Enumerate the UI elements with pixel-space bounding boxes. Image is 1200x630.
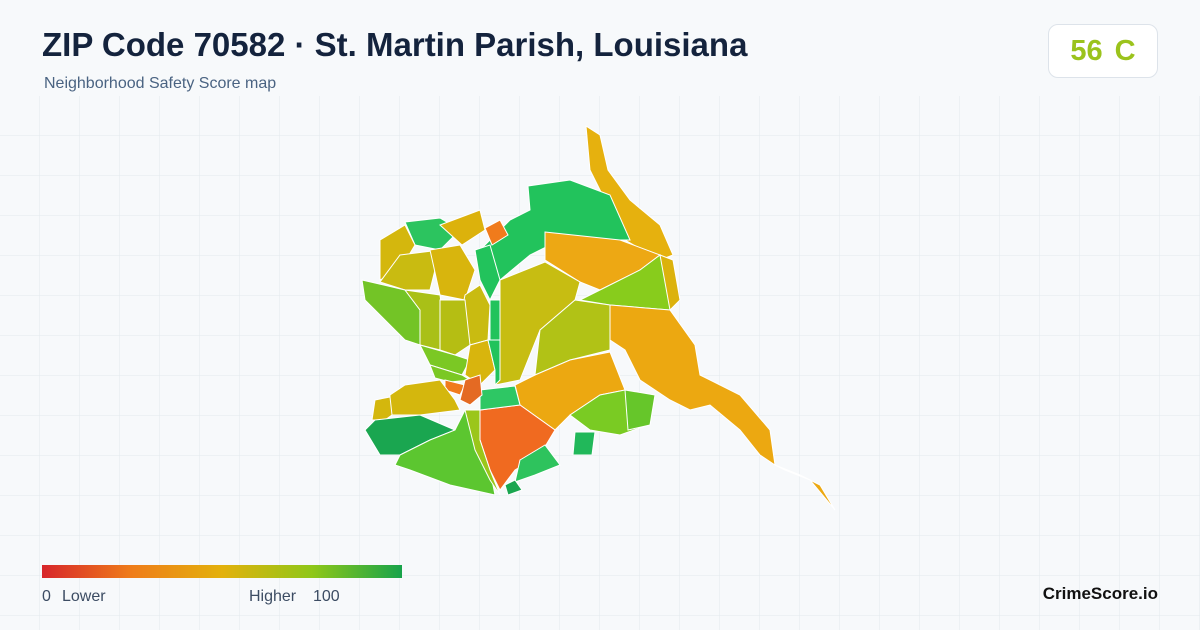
- legend-max: 100: [313, 588, 340, 605]
- score-badge: 56 C: [1048, 24, 1158, 78]
- zip-regions: [361, 125, 836, 511]
- brand: CrimeScore.io: [1042, 584, 1158, 603]
- legend-max-label: Higher: [249, 588, 297, 605]
- legend-min: 0: [42, 588, 51, 605]
- subtitle: Neighborhood Safety Score map: [44, 75, 277, 92]
- legend-gradient: [42, 565, 402, 578]
- title: ZIP Code 70582 · St. Martin Parish, Loui…: [42, 26, 748, 63]
- legend-min-label: Lower: [62, 588, 106, 605]
- score-value: 56: [1070, 34, 1103, 67]
- score-grade: C: [1114, 34, 1136, 67]
